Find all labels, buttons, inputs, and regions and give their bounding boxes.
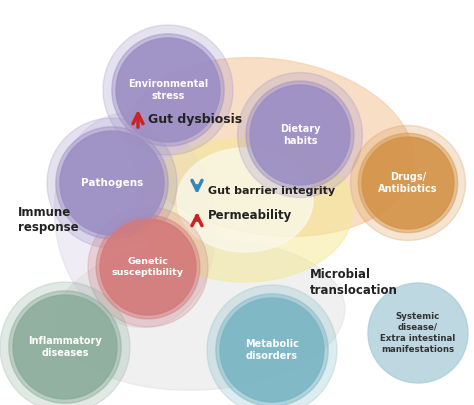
Circle shape [216,294,328,405]
Circle shape [362,137,454,229]
Circle shape [9,291,121,403]
Circle shape [368,283,468,383]
Text: Drugs/
Antibiotics: Drugs/ Antibiotics [378,172,438,194]
Circle shape [56,127,168,239]
Text: Pathogens: Pathogens [81,178,143,188]
Text: Gut dysbiosis: Gut dysbiosis [148,113,242,126]
Text: Permeability: Permeability [208,209,292,222]
Circle shape [0,282,130,405]
Circle shape [13,295,117,399]
Circle shape [60,131,164,235]
Circle shape [250,85,350,185]
Text: Dietary
habits: Dietary habits [280,124,320,146]
Ellipse shape [137,138,353,282]
Circle shape [47,118,177,248]
Text: Systemic
disease/
Extra intestinal
manifestations: Systemic disease/ Extra intestinal manif… [380,312,456,354]
Circle shape [96,215,200,319]
Circle shape [207,285,337,405]
Text: Metabolic
disorders: Metabolic disorders [245,339,299,361]
Circle shape [246,81,354,189]
Circle shape [103,25,233,155]
Text: Microbial
translocation: Microbial translocation [310,267,398,296]
Circle shape [358,133,458,233]
Circle shape [237,72,363,198]
Text: Immune
response: Immune response [18,205,79,234]
Circle shape [220,298,324,402]
Ellipse shape [126,58,414,237]
Text: Gut barrier integrity: Gut barrier integrity [208,186,335,196]
Text: Genetic
susceptibility: Genetic susceptibility [112,257,184,277]
Circle shape [116,38,220,142]
Circle shape [88,207,208,327]
Ellipse shape [55,113,216,328]
Ellipse shape [177,148,313,252]
Circle shape [350,126,465,241]
Text: Environmental
stress: Environmental stress [128,79,208,101]
Ellipse shape [55,240,345,390]
Circle shape [112,34,224,146]
Circle shape [100,219,196,315]
Text: Inflammatory
diseases: Inflammatory diseases [28,336,102,358]
